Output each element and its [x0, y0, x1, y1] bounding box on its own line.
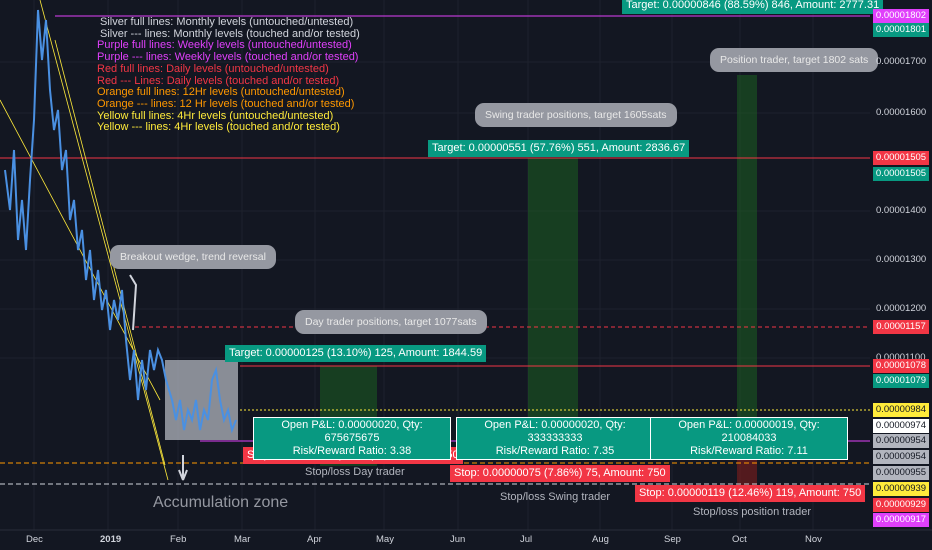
time-axis-label: Mar — [234, 534, 251, 545]
price-axis-label: 0.00001600 — [876, 107, 927, 118]
position-ratio: Risk/Reward Ratio: 3.38 — [292, 445, 412, 457]
stop-loss-label: Stop/loss position trader — [693, 506, 812, 518]
legend-entry: Red full lines: Daily levels (untouched/… — [97, 62, 329, 75]
position-pnl: Open P&L: 0.00000020, Qty: 333333333 — [484, 419, 626, 444]
price-tag: 0.00000954 — [873, 434, 929, 448]
callout: Breakout wedge, trend reversal — [110, 245, 276, 269]
target-label: Target: 0.00000125 (13.10%) 125, Amount:… — [225, 345, 487, 362]
time-axis-label: Jun — [450, 534, 466, 545]
callout: Day trader positions, target 1077sats — [295, 310, 487, 334]
price-tag: 0.00001505 — [873, 151, 929, 165]
price-axis-label: 0.00001400 — [876, 205, 927, 216]
legend-entry: Silver full lines: Monthly levels (untou… — [100, 16, 354, 28]
price-axis-label: 0.00001100 — [876, 352, 926, 363]
legend-entry: Orange full lines: 12Hr levels (untouche… — [97, 86, 345, 99]
callout: Position trader, target 1802 sats — [710, 48, 879, 72]
position-target-zone — [737, 75, 757, 453]
target-label: Target: 0.00000551 (57.76%) 551, Amount:… — [428, 140, 690, 157]
time-axis-label: Nov — [805, 534, 822, 545]
time-axis-label: Sep — [664, 534, 681, 545]
price-series — [4, 9, 237, 434]
stop-label: Stop: 0.00000119 (12.46%) 119, Amount: 7… — [635, 485, 866, 502]
position-pnl: Open P&L: 0.00000020, Qty: 675675675 — [281, 419, 423, 444]
price-tag: 0.00000929 — [873, 498, 929, 512]
position-pnl: Open P&L: 0.00000019, Qty: 210084033 — [678, 419, 820, 444]
position-info: Open P&L: 0.00000019, Qty: 210084033 Risk… — [650, 417, 848, 460]
legend-entry: Red --- Lines: Daily levels (touched and… — [97, 74, 340, 87]
time-axis-label: May — [376, 534, 394, 545]
legend-entry: Yellow full lines: 4Hr levels (untouched… — [97, 109, 334, 122]
price-axis-label: 0.00001300 — [876, 254, 927, 265]
time-axis-label: Oct — [732, 534, 747, 545]
price-tag: 0.00000917 — [873, 513, 929, 527]
price-tag: 0.00000984 — [873, 403, 929, 417]
price-tag: 0.00001078 — [873, 359, 929, 373]
swing-target-zone — [528, 158, 578, 458]
callout: Swing trader positions, target 1605sats — [475, 103, 677, 127]
price-tag: 0.00000954 — [873, 450, 929, 464]
position-ratio: Risk/Reward Ratio: 7.11 — [690, 445, 808, 457]
arrows — [129, 274, 188, 481]
time-axis-label: Apr — [307, 534, 322, 545]
legend-entry: Purple full lines: Weekly levels (untouc… — [97, 39, 352, 52]
price-tag: 0.00001801 — [873, 23, 929, 37]
stop-loss-label: Stop/loss Day trader — [305, 466, 405, 478]
price-tag: 0.00000974 — [873, 419, 929, 433]
stop-label: Stop: 0.00000075 (7.86%) 75, Amount: 750 — [450, 465, 670, 482]
price-axis-label: 0.00001200 — [876, 303, 927, 314]
time-axis-label: 2019 — [100, 534, 122, 545]
legend-entry: Purple --- lines: Weekly levels (touched… — [97, 51, 359, 64]
time-axis-label: Jul — [520, 534, 533, 545]
price-axis-label: 0.00001700 — [876, 56, 927, 67]
price-tag: 0.00000955 — [873, 466, 929, 480]
price-tag: 0.00001157 — [873, 320, 929, 334]
target-label: Target: 0.00000846 (88.59%) 846, Amount:… — [622, 0, 884, 14]
position-info: Open P&L: 0.00000020, Qty: 333333333 Risk… — [456, 417, 654, 460]
price-tag: 0.00001079 — [873, 374, 929, 388]
price-tag: 0.00001802 — [873, 9, 929, 23]
time-axis-label: Aug — [592, 534, 609, 545]
accumulation-box — [165, 360, 238, 440]
zone-label: Accumulation zone — [153, 494, 289, 511]
legend-entry: Orange --- lines: 12 Hr levels (touched … — [97, 97, 355, 110]
price-tag: 0.00000939 — [873, 482, 929, 496]
time-axis-label: Feb — [170, 534, 187, 545]
legend-entry: Yellow --- lines: 4Hr levels (touched an… — [97, 121, 340, 134]
wedge-line — [39, 0, 169, 481]
legend-entry: Silver --- lines: Monthly levels (touche… — [100, 27, 360, 40]
price-tag: 0.00001505 — [873, 167, 929, 181]
stop-loss-label: Stop/loss Swing trader — [500, 491, 611, 503]
position-ratio: Risk/Reward Ratio: 7.35 — [495, 445, 615, 457]
position-info: Open P&L: 0.00000020, Qty: 675675675 Risk… — [253, 417, 451, 460]
time-axis-label: Dec — [26, 534, 43, 545]
